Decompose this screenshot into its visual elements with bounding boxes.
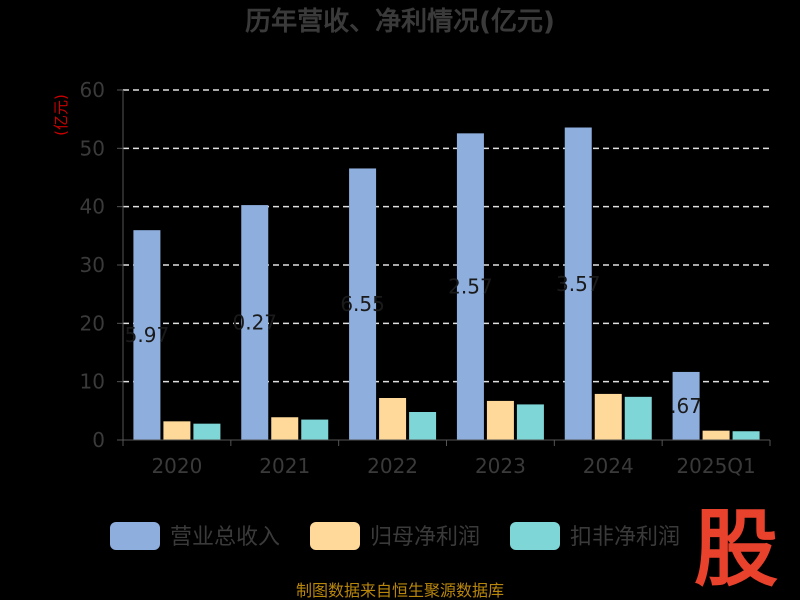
bars [133,127,760,441]
legend-label: 扣非净利润 [570,525,680,550]
bar [301,419,329,440]
legend-swatch [110,522,160,550]
bar [624,396,652,440]
y-tick-label: 40 [80,195,105,219]
y-tick-label: 30 [80,253,105,277]
bar [379,398,407,440]
legend: 营业总收入 归母净利润 扣非净利润 [110,522,680,550]
data-label: 6.55 [340,292,385,316]
y-tick-label: 10 [80,370,105,394]
y-axis-label: (亿元) [52,94,70,136]
chart-title: 历年营收、净利情况(亿元) [245,6,555,37]
bar [594,393,622,440]
y-axis-ticks: 0 10 20 30 40 50 60 [80,78,124,452]
data-label: 2.57 [448,275,493,299]
data-label: 5.97 [125,323,170,347]
x-tick-label: 2023 [475,454,526,478]
x-tick-label: 2025Q1 [676,454,755,478]
bar [672,371,700,440]
bar [486,400,514,440]
bar [163,421,191,440]
footer-source: 制图数据来自恒生聚源数据库 [296,581,504,600]
data-labels: 5.97 0.27 6.55 2.57 3.57 .67 [125,272,702,418]
y-tick-label: 60 [80,78,105,102]
y-tick-label: 20 [80,311,105,335]
y-tick-label: 50 [80,136,105,160]
bar [732,431,760,440]
bar [702,430,730,440]
bar [271,417,299,440]
y-tick-label: 0 [92,428,105,452]
legend-label: 营业总收入 [170,525,280,550]
x-tick-label: 2024 [583,454,634,478]
x-axis: 2020 2021 2022 2023 2024 2025Q1 [122,439,771,478]
x-tick-label: 2020 [151,454,202,478]
bar [241,205,269,440]
bar [193,423,221,440]
legend-swatch [510,522,560,550]
bar [516,404,544,440]
legend-swatch [310,522,360,550]
data-label: 3.57 [556,272,601,296]
bar [349,168,377,441]
x-tick-label: 2022 [367,454,418,478]
data-label: 0.27 [232,311,277,335]
data-label: .67 [670,394,702,418]
bar [133,230,161,440]
legend-label: 归母净利润 [370,525,480,550]
brand-logo: 股 [694,500,778,598]
x-tick-label: 2021 [259,454,310,478]
gridlines [123,89,770,383]
bar [409,412,437,440]
bar [564,127,592,440]
bar [456,133,484,440]
